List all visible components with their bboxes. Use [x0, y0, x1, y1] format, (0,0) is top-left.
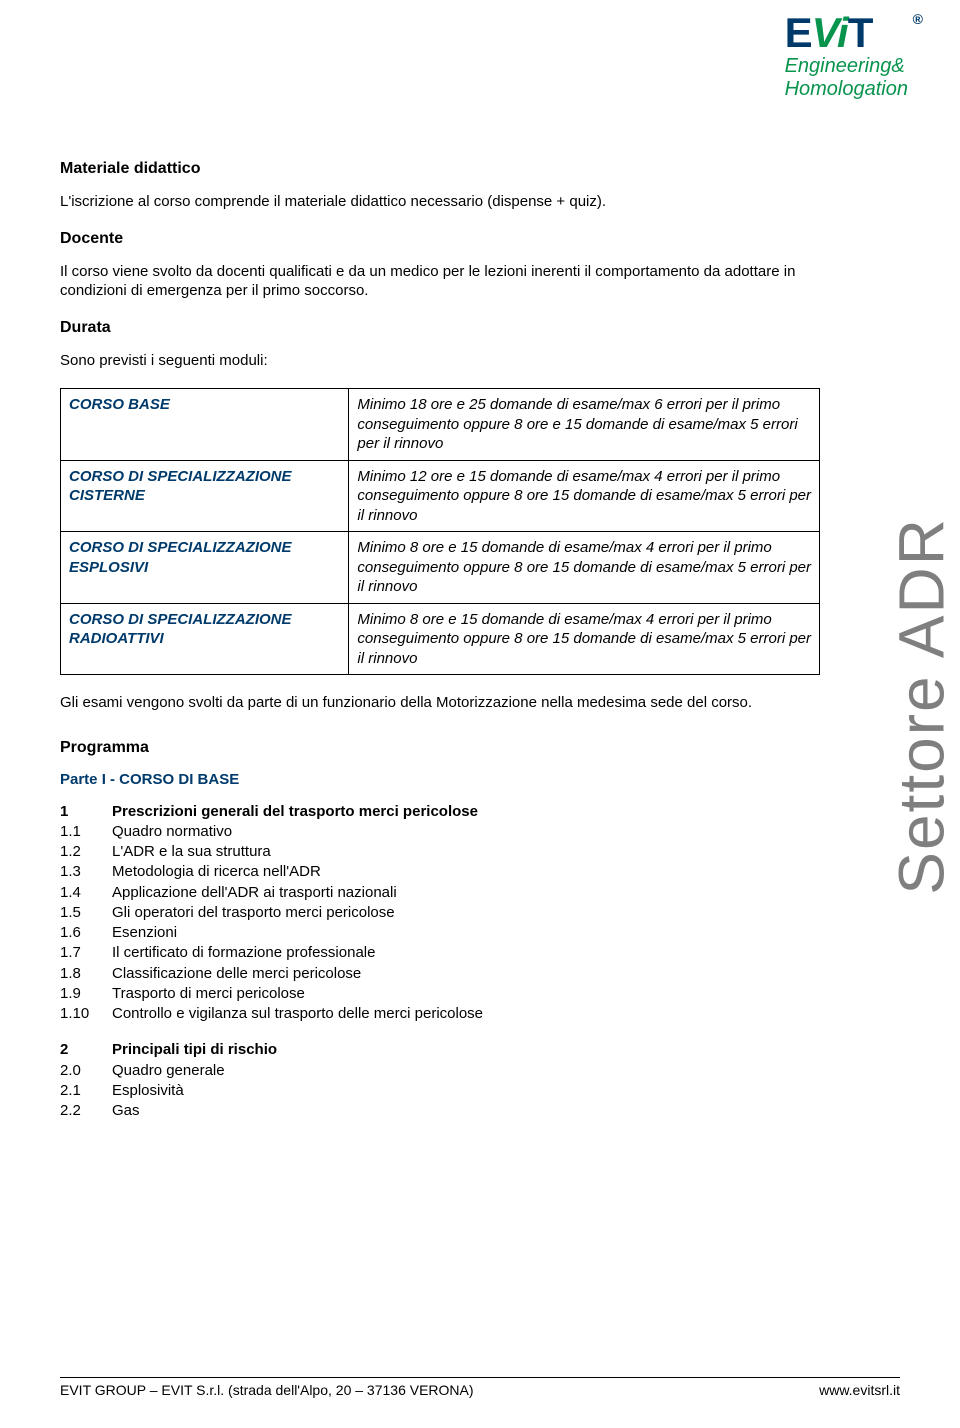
- heading-materiale: Materiale didattico: [60, 160, 820, 178]
- programma-num: 1.8: [60, 964, 112, 984]
- programma-item: 1.3Metodologia di ricerca nell'ADR: [60, 862, 820, 882]
- programma-num: 1.6: [60, 923, 112, 943]
- programma-item: 2.0Quadro generale: [60, 1061, 820, 1081]
- programma-item: 2Principali tipi di rischio: [60, 1040, 820, 1060]
- spacer: [60, 731, 820, 739]
- table-row: CORSO DI SPECIALIZZAZIONE CISTERNE Minim…: [61, 460, 820, 532]
- programma-num: 1.3: [60, 862, 112, 882]
- programma-num: 2: [60, 1040, 112, 1060]
- programma-item: 2.2Gas: [60, 1101, 820, 1121]
- paragraph-durata-after: Gli esami vengono svolti da parte di un …: [60, 693, 820, 713]
- sidebar-sector-label: Settore ADR: [885, 517, 959, 895]
- footer-company: EVIT GROUP – EVIT S.r.l. (strada dell'Al…: [60, 1382, 474, 1398]
- heading-durata: Durata: [60, 319, 820, 337]
- logo-main: EViT ®: [785, 12, 908, 54]
- programma-text: Gli operatori del trasporto merci perico…: [112, 903, 395, 923]
- programma-text: Il certificato di formazione professiona…: [112, 943, 375, 963]
- programma-item: 1.1Quadro normativo: [60, 822, 820, 842]
- programma-item: 2.1Esplosività: [60, 1081, 820, 1101]
- programma-parte-heading: Parte I - CORSO DI BASE: [60, 771, 820, 788]
- programma-text: Esenzioni: [112, 923, 177, 943]
- durata-course-detail: Minimo 8 ore e 15 domande di esame/max 4…: [349, 603, 820, 675]
- main-content: Materiale didattico L'iscrizione al cors…: [60, 60, 820, 1121]
- footer-url: www.evitsrl.it: [819, 1382, 900, 1398]
- table-row: CORSO DI SPECIALIZZAZIONE ESPLOSIVI Mini…: [61, 532, 820, 604]
- programma-item: 1.8Classificazione delle merci pericolos…: [60, 964, 820, 984]
- paragraph-materiale: L'iscrizione al corso comprende il mater…: [60, 192, 820, 212]
- logo-letter-e: E: [785, 9, 812, 56]
- programma-text: Quadro generale: [112, 1061, 225, 1081]
- programma-text: Prescrizioni generali del trasporto merc…: [112, 802, 478, 822]
- registered-icon: ®: [913, 12, 922, 26]
- durata-course-name: CORSO DI SPECIALIZZAZIONE RADIOATTIVI: [61, 603, 349, 675]
- programma-item: 1.2L'ADR e la sua struttura: [60, 842, 820, 862]
- table-row: CORSO BASE Minimo 18 ore e 25 domande di…: [61, 389, 820, 461]
- programma-num: 1.7: [60, 943, 112, 963]
- programma-num: 1: [60, 802, 112, 822]
- programma-num: 1.2: [60, 842, 112, 862]
- durata-course-detail: Minimo 18 ore e 25 domande di esame/max …: [349, 389, 820, 461]
- programma-num: 2.1: [60, 1081, 112, 1101]
- programma-num: 2.2: [60, 1101, 112, 1121]
- logo-letter-vi: Vi: [812, 9, 848, 56]
- page-footer: EVIT GROUP – EVIT S.r.l. (strada dell'Al…: [60, 1377, 900, 1398]
- heading-programma: Programma: [60, 739, 820, 757]
- programma-num: 1.10: [60, 1004, 112, 1024]
- programma-item: 1.9Trasporto di merci pericolose: [60, 984, 820, 1004]
- brand-logo: EViT ® Engineering& Homologation: [785, 12, 908, 100]
- programma-text: Gas: [112, 1101, 140, 1121]
- programma-text: Controllo e vigilanza sul trasporto dell…: [112, 1004, 483, 1024]
- programma-item: 1.6Esenzioni: [60, 923, 820, 943]
- programma-text: L'ADR e la sua struttura: [112, 842, 271, 862]
- programma-text: Metodologia di ricerca nell'ADR: [112, 862, 321, 882]
- programma-item: 1.7Il certificato di formazione professi…: [60, 943, 820, 963]
- programma-num: 1.5: [60, 903, 112, 923]
- logo-letter-t: T: [848, 9, 873, 56]
- durata-course-detail: Minimo 8 ore e 15 domande di esame/max 4…: [349, 532, 820, 604]
- programma-item: 1.10Controllo e vigilanza sul trasporto …: [60, 1004, 820, 1024]
- programma-group-1: 1Prescrizioni generali del trasporto mer…: [60, 802, 820, 1025]
- programma-num: 1.4: [60, 883, 112, 903]
- durata-course-name: CORSO DI SPECIALIZZAZIONE ESPLOSIVI: [61, 532, 349, 604]
- programma-num: 1.9: [60, 984, 112, 1004]
- programma-item: 1Prescrizioni generali del trasporto mer…: [60, 802, 820, 822]
- programma-text: Principali tipi di rischio: [112, 1040, 277, 1060]
- heading-docente: Docente: [60, 230, 820, 248]
- durata-course-name: CORSO BASE: [61, 389, 349, 461]
- programma-text: Quadro normativo: [112, 822, 232, 842]
- programma-item: 1.4Applicazione dell'ADR ai trasporti na…: [60, 883, 820, 903]
- durata-course-name: CORSO DI SPECIALIZZAZIONE CISTERNE: [61, 460, 349, 532]
- logo-subtitle-2: Homologation: [785, 79, 908, 100]
- programma-text: Esplosività: [112, 1081, 184, 1101]
- table-row: CORSO DI SPECIALIZZAZIONE RADIOATTIVI Mi…: [61, 603, 820, 675]
- paragraph-docente: Il corso viene svolto da docenti qualifi…: [60, 262, 820, 301]
- page: EViT ® Engineering& Homologation Settore…: [0, 0, 960, 1428]
- programma-text: Applicazione dell'ADR ai trasporti nazio…: [112, 883, 397, 903]
- programma-item: 1.5Gli operatori del trasporto merci per…: [60, 903, 820, 923]
- programma-text: Trasporto di merci pericolose: [112, 984, 305, 1004]
- durata-course-detail: Minimo 12 ore e 15 domande di esame/max …: [349, 460, 820, 532]
- programma-num: 2.0: [60, 1061, 112, 1081]
- programma-num: 1.1: [60, 822, 112, 842]
- paragraph-durata-intro: Sono previsti i seguenti moduli:: [60, 351, 820, 371]
- programma-group-2: 2Principali tipi di rischio 2.0Quadro ge…: [60, 1040, 820, 1121]
- logo-subtitle-1: Engineering&: [785, 56, 908, 77]
- programma-text: Classificazione delle merci pericolose: [112, 964, 361, 984]
- durata-table: CORSO BASE Minimo 18 ore e 25 domande di…: [60, 388, 820, 675]
